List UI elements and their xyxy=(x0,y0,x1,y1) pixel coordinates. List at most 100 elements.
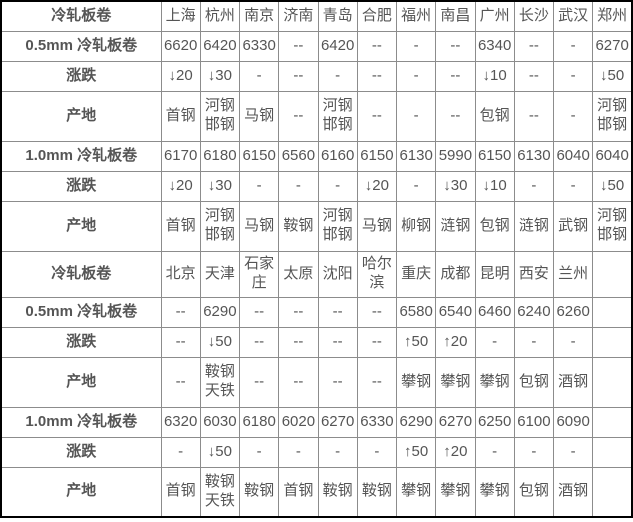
price-change-cell: -- xyxy=(278,60,319,92)
price-row: 1.0mm 冷轧板卷 6170 6180 6150 6560 6160 6150 6130 59… xyxy=(0,140,633,172)
price-cell: 6090 xyxy=(552,406,594,438)
section-header-row: 冷轧板卷 北京 天津 石家庄 太原 沈阳 哈尔滨 重庆 成都 昆明 西安 兰州 xyxy=(0,250,633,298)
row-label: 产地 xyxy=(0,90,162,142)
price-change-cell: -- xyxy=(278,326,319,358)
city-header-link[interactable]: 南昌 xyxy=(435,0,476,32)
price-cell: -- xyxy=(435,30,476,62)
row-label: 产地 xyxy=(0,200,162,252)
city-header-link[interactable]: 上海 xyxy=(160,0,201,32)
origin-cell: 柳钢 xyxy=(395,200,437,252)
origin-cell: 涟钢 xyxy=(513,200,555,252)
origin-cell: 马钢 xyxy=(238,200,280,252)
price-cell: 6460 xyxy=(474,296,515,328)
price-change-cell xyxy=(592,326,633,358)
origin-cell: 鞍钢天铁 xyxy=(199,466,241,518)
price-cell: 6290 xyxy=(199,296,241,328)
price-row: 0.5mm 冷轧板卷 -- 6290 -- -- -- -- 6580 6540 6460 6240… xyxy=(0,296,633,328)
price-cell: -- xyxy=(278,30,319,62)
city-header-link[interactable]: 昆明 xyxy=(474,250,515,298)
price-change-cell: -- xyxy=(317,326,358,358)
price-cell: 6250 xyxy=(474,406,515,438)
origin-cell: 首钢 xyxy=(160,466,201,518)
origin-cell: 包钢 xyxy=(474,200,515,252)
origin-cell: 马钢 xyxy=(238,90,280,142)
city-header-link[interactable]: 武汉 xyxy=(552,0,594,32)
city-header-link[interactable]: 杭州 xyxy=(199,0,241,32)
price-cell: 5990 xyxy=(435,140,476,172)
origin-cell: 攀钢 xyxy=(474,356,515,408)
origin-cell: 首钢 xyxy=(278,466,319,518)
origin-cell: 鞍钢天铁 xyxy=(199,356,241,408)
price-change-cell: - xyxy=(238,60,280,92)
price-cell: -- xyxy=(238,296,280,328)
price-change-cell: ↓10 xyxy=(474,170,515,202)
city-header-link[interactable]: 长沙 xyxy=(513,0,555,32)
row-label: 涨跌 xyxy=(0,60,162,92)
price-cell: -- xyxy=(356,296,398,328)
price-cell: 6020 xyxy=(278,406,319,438)
price-change-cell: ↓30 xyxy=(435,170,476,202)
price-cell: 6270 xyxy=(435,406,476,438)
city-header-link[interactable]: 青岛 xyxy=(317,0,358,32)
change-row: 涨跌 -- ↓50 -- -- -- -- ↑50 ↑20- - - xyxy=(0,326,633,358)
section-title-link[interactable]: 冷轧板卷 xyxy=(0,250,162,298)
price-change-cell: - xyxy=(474,326,515,358)
price-change-cell: - xyxy=(552,436,594,468)
city-header-link[interactable]: 北京 xyxy=(160,250,201,298)
city-header-link[interactable]: 沈阳 xyxy=(317,250,358,298)
price-change-cell: - xyxy=(395,170,437,202)
city-header-link[interactable]: 广州 xyxy=(474,0,515,32)
origin-cell: 攀钢 xyxy=(435,356,476,408)
price-cell: 6270 xyxy=(317,406,358,438)
city-header-link[interactable]: 郑州 xyxy=(592,0,633,32)
price-cell: 6560 xyxy=(278,140,319,172)
price-cell: 6420 xyxy=(317,30,358,62)
row-label: 涨跌 xyxy=(0,436,162,468)
price-cell: 6540 xyxy=(435,296,476,328)
origin-cell: -- xyxy=(278,356,319,408)
price-change-cell: ↑20 xyxy=(435,326,476,358)
city-header-link[interactable]: 重庆 xyxy=(395,250,437,298)
price-cell: -- xyxy=(278,296,319,328)
city-header-link[interactable]: 济南 xyxy=(278,0,319,32)
price-change-cell: - xyxy=(552,60,594,92)
row-label: 1.0mm 冷轧板卷 xyxy=(0,406,162,438)
price-change-cell: ↓10 xyxy=(474,60,515,92)
price-cell: 6270 xyxy=(592,30,633,62)
origin-cell: 河钢邯钢 xyxy=(199,90,241,142)
price-change-cell: - xyxy=(317,60,358,92)
city-header-link[interactable]: 合肥 xyxy=(356,0,398,32)
empty-header-cell xyxy=(592,250,633,298)
origin-cell: 攀钢 xyxy=(395,356,437,408)
price-change-cell: -- xyxy=(356,60,398,92)
city-header-link[interactable]: 西安 xyxy=(513,250,555,298)
origin-cell: 首钢 xyxy=(160,200,201,252)
price-cell: 6170 xyxy=(160,140,201,172)
city-header-link[interactable]: 兰州 xyxy=(552,250,594,298)
price-cell: 6240 xyxy=(513,296,555,328)
price-cell xyxy=(592,406,633,438)
city-header-link[interactable]: 哈尔滨 xyxy=(356,250,398,298)
price-cell: 6040 xyxy=(552,140,594,172)
city-header-link[interactable]: 天津 xyxy=(199,250,241,298)
price-change-cell: ↑50 xyxy=(395,436,437,468)
city-header-link[interactable]: 石家庄 xyxy=(238,250,280,298)
origin-row: 产地 首钢 河钢邯钢 马钢 鞍钢 河钢邯钢 马钢 柳钢 涟钢 包钢 涟钢 武钢 河钢邯钢 xyxy=(0,200,633,252)
price-change-cell: - xyxy=(278,436,319,468)
section-header-row: 冷轧板卷 上海 杭州 南京 济南 青岛 合肥 福州 南昌 广州 长沙 武汉 郑州 xyxy=(0,0,633,32)
price-change-cell: ↓50 xyxy=(592,60,633,92)
city-header-link[interactable]: 福州 xyxy=(395,0,437,32)
price-cell: -- xyxy=(160,296,201,328)
price-cell: 6030 xyxy=(199,406,241,438)
origin-cell: 鞍钢 xyxy=(238,466,280,518)
city-header-link[interactable]: 南京 xyxy=(238,0,280,32)
origin-cell: -- xyxy=(160,356,201,408)
section-title-link[interactable]: 冷轧板卷 xyxy=(0,0,162,32)
price-cell: 6260 xyxy=(552,296,594,328)
city-header-link[interactable]: 成都 xyxy=(435,250,476,298)
city-header-link[interactable]: 太原 xyxy=(278,250,319,298)
origin-cell: 包钢 xyxy=(513,356,555,408)
price-change-cell: ↓20 xyxy=(160,60,201,92)
